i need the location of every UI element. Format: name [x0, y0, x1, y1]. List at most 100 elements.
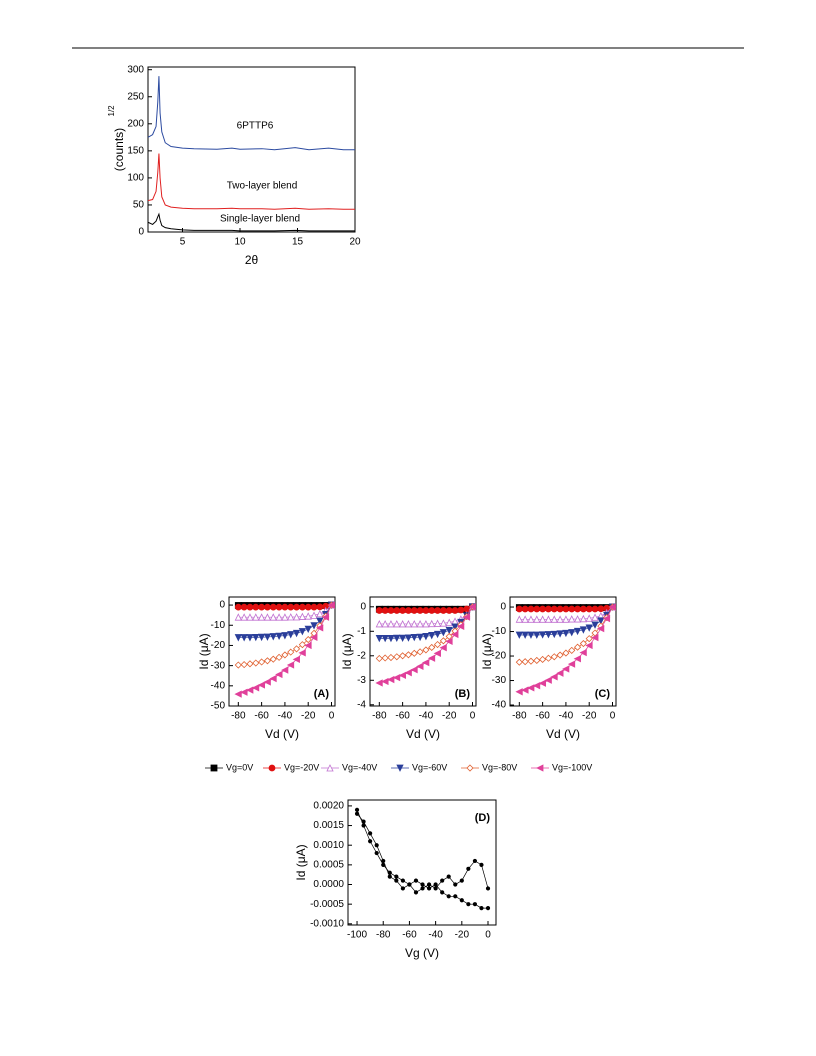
marker — [556, 605, 564, 613]
marker — [466, 902, 471, 907]
marker — [544, 676, 552, 684]
marker — [321, 613, 330, 621]
marker — [533, 615, 541, 623]
marker — [602, 614, 611, 623]
marker — [568, 605, 576, 613]
panel-label: (D) — [475, 812, 491, 824]
marker — [420, 886, 425, 891]
marker — [416, 620, 424, 628]
marker — [240, 603, 248, 611]
y-tick-label: 0.0000 — [313, 879, 344, 890]
marker — [381, 620, 389, 628]
y-tick-label: 0 — [138, 227, 144, 238]
legend-marker — [268, 764, 276, 772]
marker — [354, 807, 360, 812]
y-tick-label: 0.0015 — [313, 820, 344, 831]
marker — [393, 634, 401, 643]
marker — [394, 878, 399, 883]
legend-label: Vg=0V — [226, 762, 253, 772]
y-axis-label: Id (μA) — [197, 633, 211, 669]
marker — [573, 627, 582, 636]
marker — [398, 620, 407, 628]
marker — [527, 657, 535, 665]
marker — [410, 620, 418, 628]
marker — [269, 613, 277, 621]
marker — [292, 613, 301, 621]
marker — [453, 882, 458, 887]
marker — [585, 614, 593, 622]
marker — [550, 653, 558, 661]
marker — [252, 659, 260, 667]
marker — [416, 607, 424, 614]
y-tick-label: 300 — [127, 64, 144, 75]
legend-label: Vg=-80V — [482, 762, 517, 772]
x-tick-label: -40 — [428, 930, 443, 941]
marker — [459, 898, 464, 903]
plot-frame — [509, 596, 617, 707]
marker — [398, 634, 407, 643]
marker — [269, 674, 277, 683]
marker — [533, 605, 541, 613]
legend-marker — [466, 764, 474, 772]
marker — [579, 626, 588, 634]
marker — [405, 607, 412, 614]
marker — [354, 811, 360, 816]
marker — [287, 648, 295, 656]
marker — [439, 619, 448, 627]
marker — [485, 886, 491, 891]
marker — [258, 603, 266, 611]
marker — [544, 654, 553, 662]
marker — [287, 631, 295, 639]
marker — [269, 655, 277, 663]
marker — [246, 660, 254, 668]
y-axis-label: Id (μA) — [294, 844, 308, 880]
y-tick-label: 150 — [127, 145, 144, 156]
marker — [573, 615, 582, 623]
marker — [263, 613, 272, 621]
marker — [515, 631, 523, 639]
marker — [550, 630, 558, 639]
marker — [422, 607, 430, 614]
annotation: Two-layer blend — [227, 181, 298, 192]
marker — [304, 612, 312, 620]
x-axis-label: Vd (V) — [546, 727, 580, 741]
marker — [407, 882, 412, 887]
x-tick-label: -60 — [395, 711, 410, 722]
x-tick-label: 5 — [180, 237, 186, 248]
marker — [281, 613, 289, 621]
marker — [293, 603, 300, 611]
x-tick-label: -80 — [372, 711, 387, 722]
marker — [591, 605, 599, 613]
marker — [304, 636, 312, 644]
marker — [521, 631, 529, 639]
marker — [446, 894, 451, 899]
marker — [298, 628, 307, 636]
legend-marker — [326, 764, 334, 772]
legend-label: Vg=-40V — [342, 762, 377, 772]
marker — [472, 902, 478, 907]
y-axis-label: Id (μA) — [340, 633, 354, 669]
marker — [234, 634, 242, 642]
marker — [562, 665, 570, 673]
x-axis-label: Vd (V) — [406, 727, 440, 741]
x-tick-label: 0 — [485, 930, 491, 941]
marker — [527, 684, 535, 692]
marker — [521, 686, 529, 694]
marker — [426, 882, 432, 887]
marker — [515, 605, 523, 613]
marker — [428, 643, 436, 652]
marker — [556, 630, 564, 638]
x-tick-label: -40 — [419, 711, 434, 722]
series-group — [147, 76, 355, 232]
marker — [368, 839, 373, 844]
marker — [433, 630, 442, 639]
y-tick-label: 0.0020 — [313, 801, 344, 812]
y-tick-label: 0.0010 — [313, 840, 344, 851]
marker — [445, 607, 453, 614]
y-tick-label: -40 — [492, 700, 507, 711]
marker — [374, 850, 379, 856]
marker — [287, 613, 295, 621]
marker — [281, 651, 289, 659]
marker — [263, 678, 271, 686]
marker — [316, 603, 324, 611]
